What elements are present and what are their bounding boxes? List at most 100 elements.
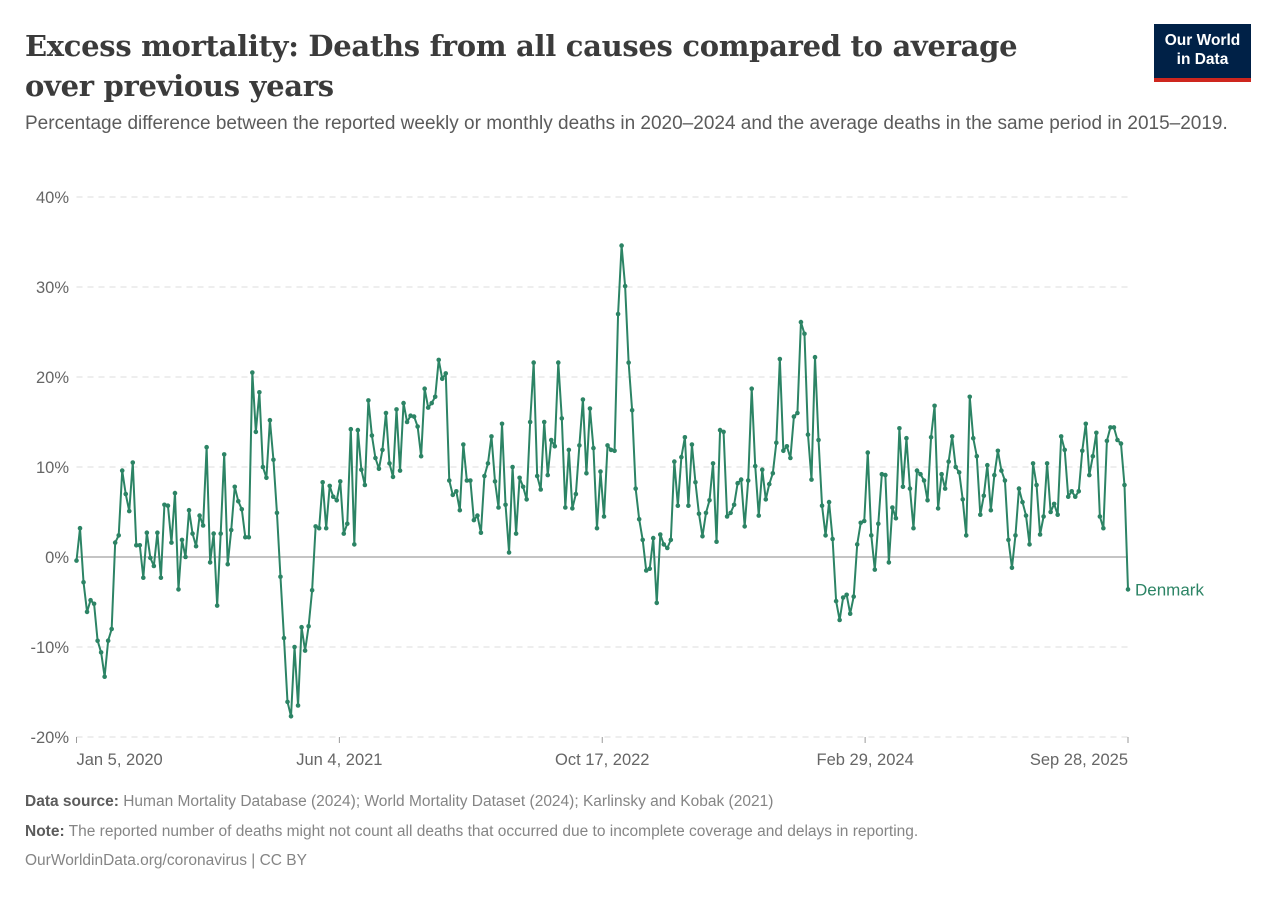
data-point[interactable]: [119, 468, 125, 473]
data-point[interactable]: [781, 448, 786, 454]
data-point[interactable]: [918, 471, 923, 477]
data-point[interactable]: [1030, 461, 1036, 466]
data-point[interactable]: [1087, 472, 1092, 478]
data-point[interactable]: [362, 482, 368, 488]
data-point[interactable]: [183, 554, 188, 560]
data-source-text[interactable]: Human Mortality Database (2024); World M…: [123, 793, 774, 810]
data-point[interactable]: [977, 512, 983, 517]
data-point[interactable]: [401, 400, 406, 406]
data-point[interactable]: [812, 354, 818, 360]
data-point[interactable]: [963, 533, 969, 538]
data-point[interactable]: [689, 442, 695, 447]
data-point[interactable]: [207, 560, 213, 565]
data-point[interactable]: [404, 419, 410, 425]
data-point[interactable]: [422, 386, 427, 392]
data-point[interactable]: [1062, 447, 1067, 453]
data-point[interactable]: [756, 513, 762, 518]
data-point[interactable]: [380, 447, 385, 453]
data-point[interactable]: [130, 460, 136, 465]
data-point[interactable]: [281, 635, 287, 641]
data-point[interactable]: [169, 540, 174, 545]
data-point[interactable]: [798, 319, 804, 325]
data-point[interactable]: [897, 426, 902, 431]
data-point[interactable]: [591, 445, 596, 451]
data-point[interactable]: [1058, 434, 1064, 439]
data-point[interactable]: [584, 471, 589, 476]
data-point[interactable]: [731, 502, 737, 508]
data-point[interactable]: [759, 467, 765, 473]
data-point[interactable]: [148, 555, 153, 561]
data-point[interactable]: [355, 427, 361, 433]
data-point[interactable]: [334, 498, 340, 503]
data-point[interactable]: [1009, 565, 1015, 571]
data-point[interactable]: [541, 419, 547, 425]
data-point[interactable]: [900, 484, 906, 490]
data-point[interactable]: [144, 530, 150, 535]
data-point[interactable]: [904, 435, 909, 441]
data-point[interactable]: [735, 480, 740, 486]
data-point[interactable]: [418, 453, 424, 459]
data-point[interactable]: [204, 444, 209, 450]
data-point[interactable]: [844, 592, 849, 598]
data-point[interactable]: [823, 533, 828, 538]
data-point[interactable]: [816, 437, 821, 443]
data-point[interactable]: [728, 510, 733, 516]
data-point[interactable]: [394, 407, 399, 412]
data-point[interactable]: [302, 648, 308, 653]
data-point[interactable]: [221, 452, 227, 457]
data-point[interactable]: [914, 468, 920, 473]
data-point[interactable]: [626, 360, 631, 365]
data-point[interactable]: [608, 447, 614, 453]
data-point[interactable]: [84, 609, 90, 615]
data-point[interactable]: [559, 416, 565, 421]
data-point[interactable]: [633, 486, 638, 491]
data-point[interactable]: [988, 507, 994, 513]
data-point[interactable]: [383, 410, 389, 416]
data-point[interactable]: [162, 502, 167, 508]
data-point[interactable]: [1122, 482, 1127, 488]
data-point[interactable]: [137, 543, 143, 548]
data-point[interactable]: [306, 624, 311, 629]
data-point[interactable]: [454, 489, 459, 494]
data-point[interactable]: [939, 471, 944, 477]
data-point[interactable]: [777, 356, 783, 362]
data-point[interactable]: [457, 507, 463, 513]
data-point[interactable]: [1069, 489, 1075, 494]
data-point[interactable]: [805, 432, 811, 437]
data-point[interactable]: [141, 575, 146, 580]
data-point[interactable]: [126, 508, 132, 514]
data-point[interactable]: [517, 475, 522, 481]
data-point[interactable]: [1090, 453, 1096, 459]
data-point[interactable]: [598, 469, 603, 474]
data-point[interactable]: [601, 514, 607, 519]
data-point[interactable]: [471, 517, 477, 523]
data-point[interactable]: [749, 386, 755, 392]
data-point[interactable]: [510, 464, 515, 470]
data-point[interactable]: [369, 433, 375, 438]
data-point[interactable]: [890, 505, 895, 510]
data-point[interactable]: [682, 435, 688, 440]
data-point[interactable]: [285, 699, 290, 705]
data-point[interactable]: [921, 478, 927, 483]
data-point[interactable]: [327, 483, 333, 489]
data-point[interactable]: [819, 503, 825, 509]
data-point[interactable]: [1006, 537, 1011, 543]
data-point[interactable]: [657, 532, 663, 537]
data-point[interactable]: [679, 454, 684, 460]
data-point[interactable]: [397, 468, 403, 473]
data-point[interactable]: [1041, 514, 1046, 519]
data-point[interactable]: [274, 510, 280, 516]
data-point[interactable]: [974, 453, 980, 459]
data-point[interactable]: [439, 376, 445, 382]
data-point[interactable]: [879, 471, 885, 477]
data-point[interactable]: [752, 463, 758, 469]
data-point[interactable]: [612, 448, 617, 454]
data-point[interactable]: [513, 531, 519, 536]
data-point[interactable]: [907, 486, 913, 491]
data-point[interactable]: [672, 459, 677, 464]
data-point[interactable]: [415, 424, 420, 429]
data-point[interactable]: [179, 537, 185, 543]
data-point[interactable]: [200, 523, 206, 528]
data-point[interactable]: [1076, 489, 1082, 494]
data-point[interactable]: [872, 567, 878, 572]
